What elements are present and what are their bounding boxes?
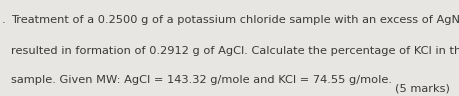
Text: (5 marks): (5 marks) — [395, 83, 450, 93]
Text: resulted in formation of 0.2912 g of AgCl. Calculate the percentage of KCl in th: resulted in formation of 0.2912 g of AgC… — [11, 46, 459, 56]
Text: sample. Given MW: AgCl = 143.32 g/mole and KCl = 74.55 g/mole.: sample. Given MW: AgCl = 143.32 g/mole a… — [11, 75, 392, 85]
Text: Treatment of a 0.2500 g of a potassium chloride sample with an excess of AgNO₃: Treatment of a 0.2500 g of a potassium c… — [11, 15, 459, 25]
Text: .: . — [1, 15, 5, 25]
